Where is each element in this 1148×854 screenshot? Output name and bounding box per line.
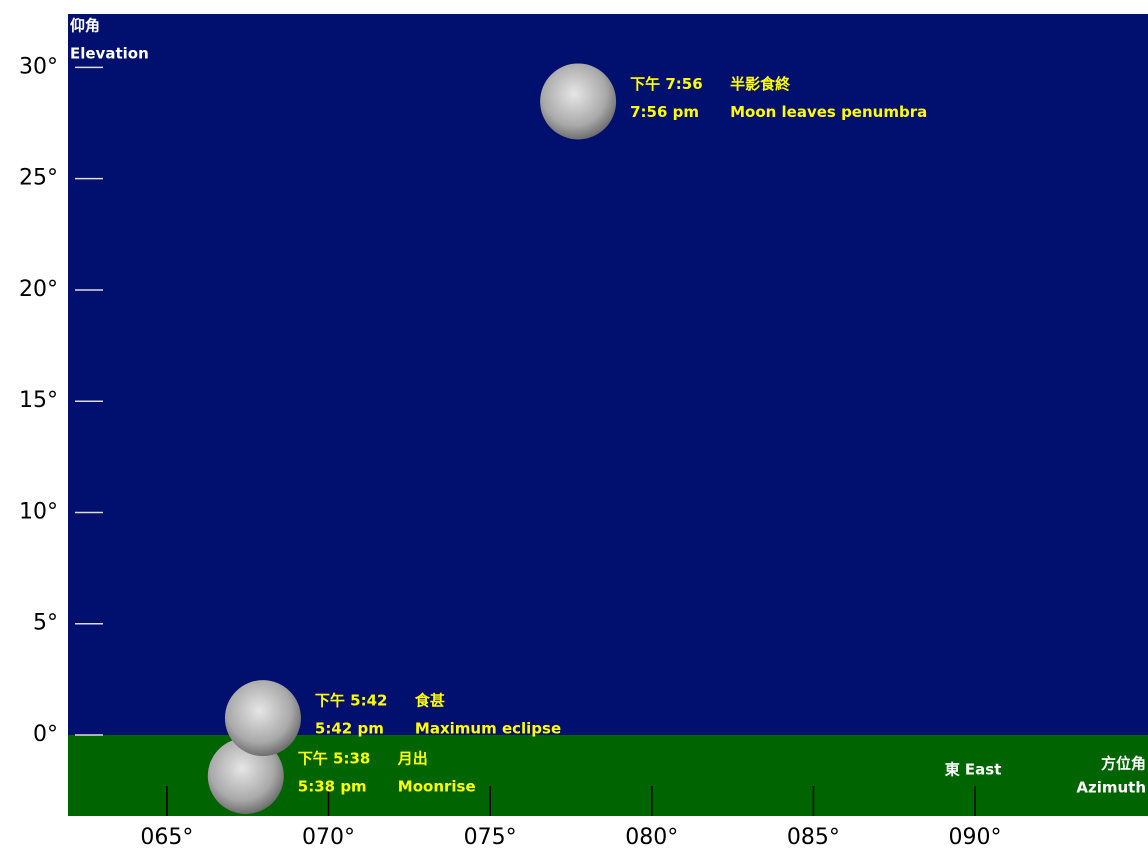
y-tick-label: 15°	[19, 388, 58, 413]
x-tick-label: 065°	[140, 825, 193, 850]
time-en: 5:38 pm	[298, 777, 367, 795]
x-tick-label: 090°	[949, 825, 1002, 850]
moon	[207, 737, 284, 814]
y-axis-label: 仰角	[70, 17, 100, 35]
event-zh: 月出	[397, 749, 428, 767]
y-tick-label: 5°	[33, 611, 58, 636]
y-tick-label: 25°	[19, 166, 58, 191]
time-zh: 下午 5:38	[298, 749, 371, 767]
x-axis-label: Azimuth	[1076, 779, 1146, 797]
east-label: 東 East	[945, 761, 1002, 779]
time-en: 5:42 pm	[315, 720, 384, 738]
event-en: Moon leaves penumbra	[730, 103, 927, 121]
time-zh: 下午 5:42	[315, 692, 388, 710]
y-tick-label: 20°	[19, 277, 58, 302]
time-zh: 下午 7:56	[630, 75, 703, 93]
moon	[224, 680, 301, 757]
sky	[68, 14, 1148, 735]
x-axis-label: 方位角	[1101, 755, 1146, 773]
x-tick-label: 080°	[625, 825, 678, 850]
y-tick-label: 30°	[19, 54, 58, 79]
event-en: Maximum eclipse	[415, 720, 561, 738]
x-tick-label: 085°	[787, 825, 840, 850]
y-tick-label: 0°	[33, 722, 58, 747]
event-en: Moonrise	[398, 777, 476, 795]
event-zh: 半影食終	[730, 75, 791, 93]
moon	[540, 63, 617, 140]
y-tick-label: 10°	[19, 499, 58, 524]
event-zh: 食甚	[415, 692, 445, 710]
y-axis-label: Elevation	[70, 45, 149, 63]
time-en: 7:56 pm	[630, 103, 699, 121]
x-tick-label: 075°	[464, 825, 517, 850]
x-tick-label: 070°	[302, 825, 355, 850]
